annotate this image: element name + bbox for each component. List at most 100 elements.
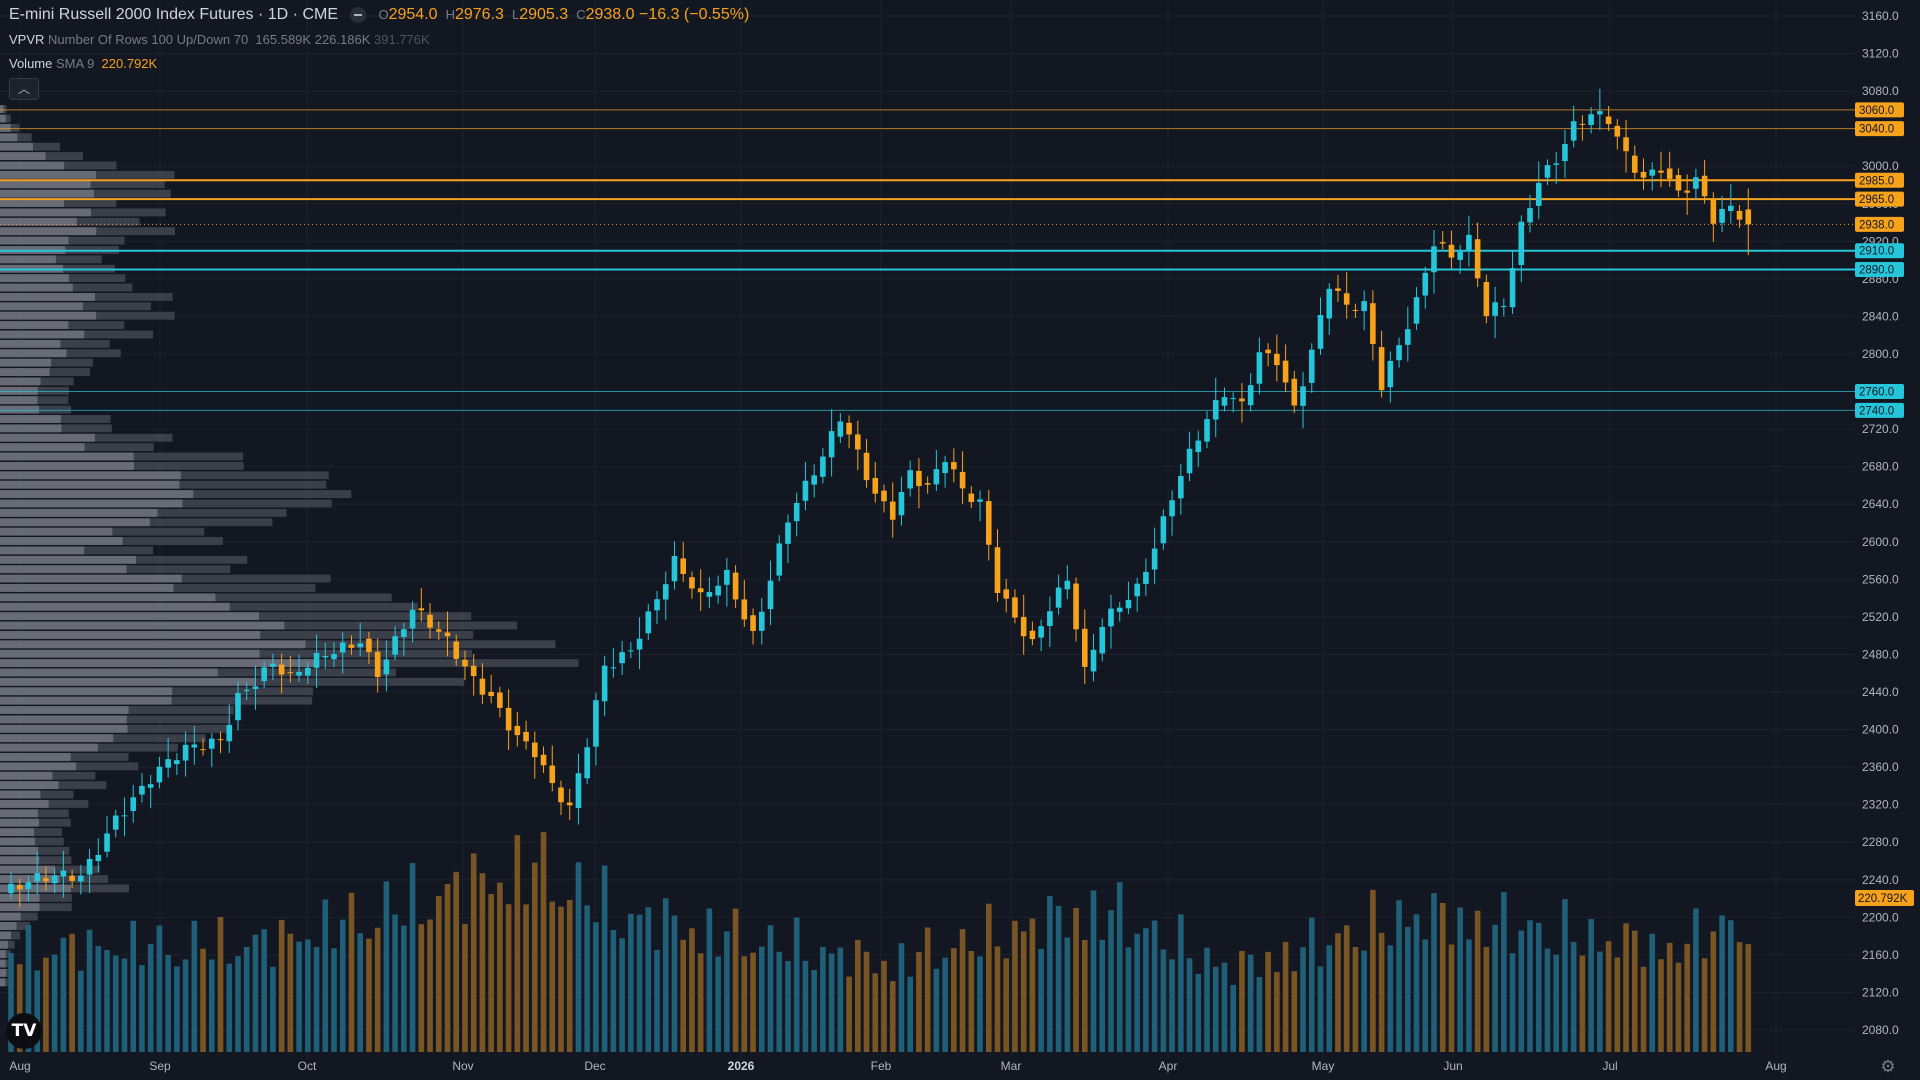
level-price-label[interactable]: 2910.0 [1855,243,1904,259]
candle[interactable] [1274,334,1280,382]
candle[interactable] [392,626,398,661]
candle[interactable] [34,852,40,895]
candle[interactable] [1378,330,1385,398]
candle[interactable] [1631,145,1638,179]
level-price-label[interactable]: 2985.0 [1855,172,1904,188]
candle[interactable] [147,774,154,809]
candle[interactable] [1239,383,1245,423]
candle[interactable] [724,557,730,607]
candle[interactable] [1134,577,1140,612]
candle[interactable] [200,738,206,756]
candle[interactable] [1352,303,1359,318]
candle[interactable] [1282,344,1289,392]
candle[interactable] [1204,411,1210,449]
candle[interactable] [1588,107,1594,134]
candle[interactable] [130,784,137,823]
candle[interactable] [1675,168,1682,198]
candle[interactable] [1064,565,1071,600]
eye-icon[interactable] [350,6,366,23]
candle[interactable] [357,622,363,657]
candle[interactable] [479,663,486,704]
candle[interactable] [776,535,783,582]
candle[interactable] [374,638,381,693]
candle[interactable] [1405,306,1411,362]
candle[interactable] [1457,244,1463,274]
candle[interactable] [1579,115,1586,141]
candle[interactable] [767,560,774,626]
candle[interactable] [313,634,320,688]
candle[interactable] [523,720,529,750]
candle[interactable] [1020,594,1027,655]
candle[interactable] [1527,194,1533,233]
candle[interactable] [235,681,241,731]
candle[interactable] [1291,370,1298,414]
candle[interactable] [383,640,390,692]
candle[interactable] [1387,351,1394,403]
candle[interactable] [1151,527,1158,585]
candle[interactable] [1256,337,1263,395]
candle[interactable] [1143,558,1149,596]
level-price-label[interactable]: 2965.0 [1855,191,1904,207]
candle[interactable] [104,815,110,858]
candle[interactable] [610,647,617,678]
candle[interactable] [427,603,433,639]
candle[interactable] [1178,463,1184,515]
candle[interactable] [1361,290,1367,331]
candle[interactable] [584,738,590,784]
candle[interactable] [863,438,870,488]
candle[interactable] [8,871,14,899]
candle[interactable] [78,864,84,895]
candle[interactable] [1614,119,1621,150]
candle[interactable] [1125,581,1132,615]
candle[interactable] [1212,377,1219,438]
candle[interactable] [881,484,887,513]
candle[interactable] [1623,120,1629,173]
candle[interactable] [994,529,1001,602]
price-axis[interactable]: 2080.0 2120.0 2160.0 2200.0 2240.0 2280.0 2320… [1855,0,1920,1080]
candle[interactable] [855,420,861,471]
volume-legend[interactable]: Volume SMA 9 220.792K [9,56,157,71]
candle[interactable] [898,476,905,526]
candle[interactable] [453,634,460,666]
candle[interactable] [60,850,67,898]
candle[interactable] [985,489,992,561]
candle[interactable] [270,653,276,681]
candle[interactable] [1370,290,1376,361]
candle[interactable] [715,575,721,604]
candle[interactable] [182,731,189,777]
candle[interactable] [278,653,285,694]
candle[interactable] [1710,192,1717,242]
candle[interactable] [1483,274,1490,324]
collapse-legend-button[interactable]: ︿ [9,78,39,100]
candle[interactable] [462,650,468,681]
candle[interactable] [1605,106,1612,132]
candle[interactable] [706,577,713,608]
candle[interactable] [820,448,826,484]
candle[interactable] [1090,634,1097,682]
candle[interactable] [252,665,259,710]
candle[interactable] [1081,609,1088,685]
candle[interactable] [636,617,643,670]
candle[interactable] [575,753,582,825]
candle[interactable] [1562,129,1568,178]
candle[interactable] [1396,337,1402,368]
candle[interactable] [532,731,538,779]
candle[interactable] [139,773,145,803]
candle[interactable] [1038,619,1044,652]
candle[interactable] [549,745,556,792]
candle[interactable] [191,726,198,765]
candle[interactable] [1335,274,1341,302]
candle[interactable] [497,686,503,718]
candle[interactable] [121,797,128,837]
candle[interactable] [811,464,817,498]
candle[interactable] [43,866,49,891]
candle[interactable] [1160,509,1167,550]
candle[interactable] [1466,215,1472,267]
candle[interactable] [968,486,975,509]
candle[interactable] [401,622,407,656]
candle[interactable] [112,809,119,838]
candle[interactable] [16,878,23,908]
candle[interactable] [750,608,756,645]
candle[interactable] [593,692,599,766]
